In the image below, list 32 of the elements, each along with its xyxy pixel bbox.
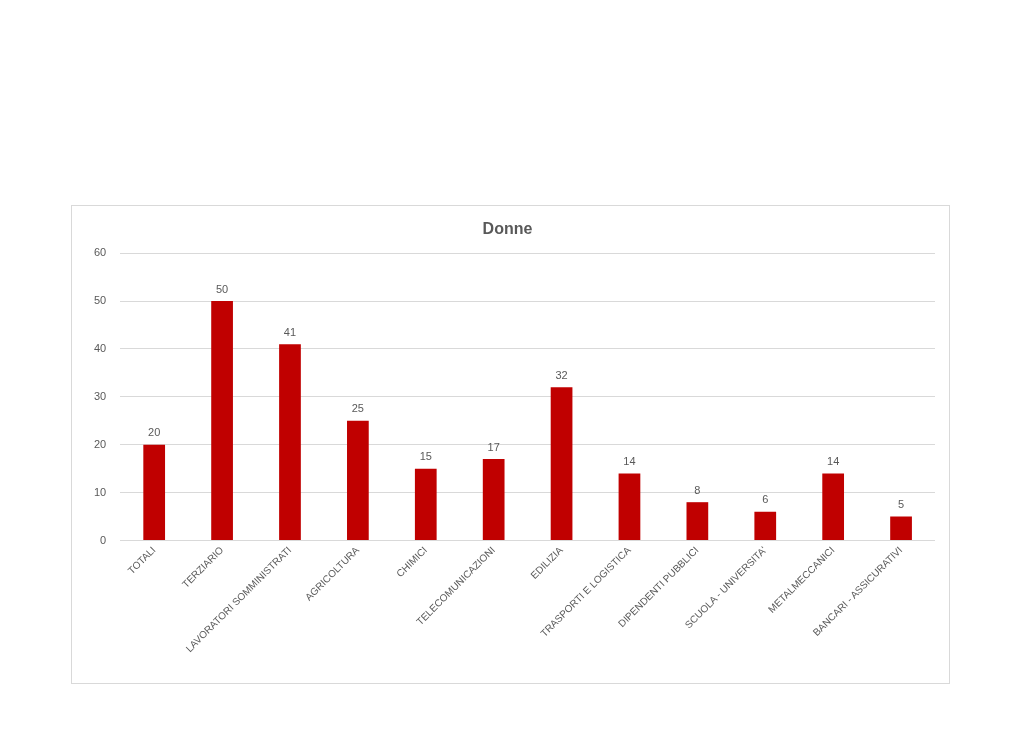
bar [347, 420, 369, 540]
y-tick-label: 0 [100, 533, 107, 546]
chart-title: Donne [482, 220, 533, 238]
data-label: 32 [555, 368, 568, 381]
y-tick-label: 40 [93, 342, 107, 354]
y-tick-label: 50 [93, 294, 107, 307]
bar [414, 468, 437, 540]
bar [211, 301, 233, 540]
y-tick-label: 20 [93, 437, 107, 450]
data-label: 6 [762, 493, 769, 506]
bar [550, 387, 573, 540]
bar [754, 511, 777, 540]
bar [618, 473, 641, 540]
bar [822, 473, 845, 540]
bar [482, 459, 505, 540]
bar [279, 344, 301, 540]
bar [890, 516, 912, 540]
data-label: 15 [419, 450, 432, 463]
data-label: 20 [148, 426, 161, 439]
data-label: 14 [827, 454, 840, 467]
data-label: 8 [694, 483, 701, 496]
data-label: 5 [897, 498, 905, 511]
y-tick-label: 60 [93, 246, 107, 259]
y-tick-label: 30 [93, 389, 107, 402]
data-label: 25 [351, 402, 364, 415]
data-label: 41 [283, 325, 297, 338]
bar [143, 444, 166, 540]
data-label: 50 [215, 282, 229, 295]
data-label: 14 [623, 454, 636, 467]
bar [686, 502, 709, 540]
y-tick-label: 10 [93, 485, 107, 498]
data-label: 17 [487, 440, 500, 453]
